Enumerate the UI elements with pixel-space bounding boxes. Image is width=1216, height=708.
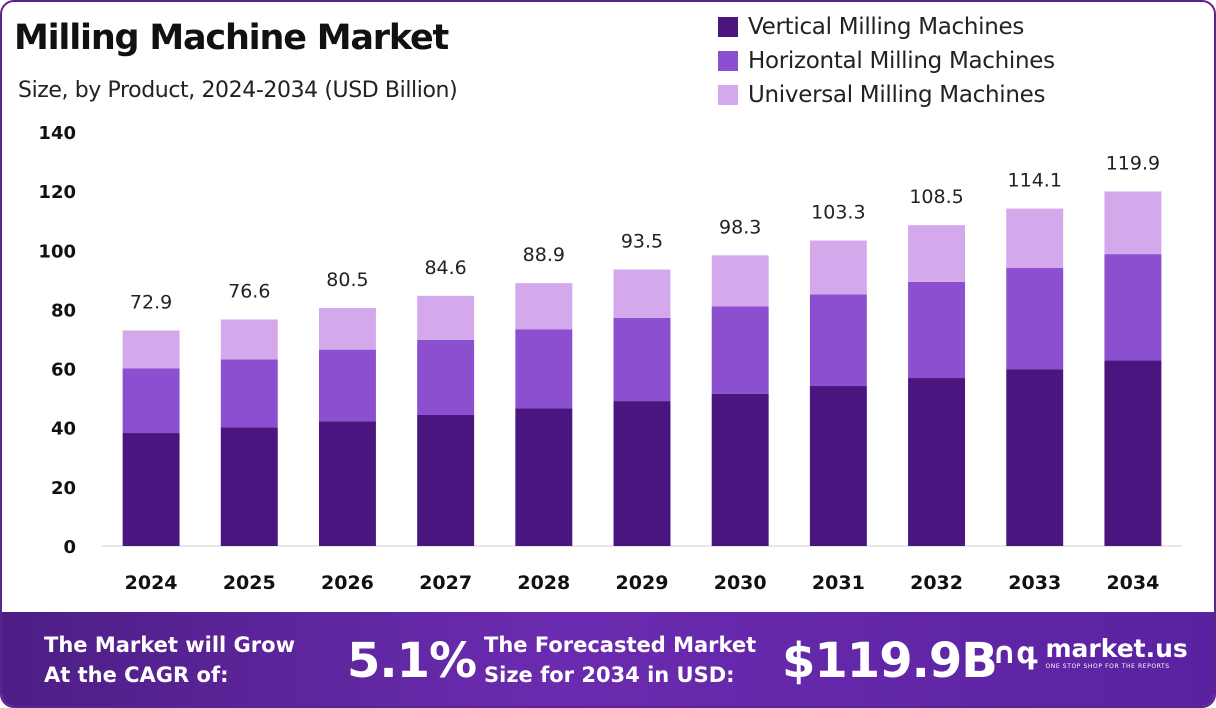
bar-segment-horizontal xyxy=(515,329,573,409)
y-tick-label: 40 xyxy=(51,419,76,440)
bar-segment-horizontal xyxy=(1006,268,1064,370)
y-tick-label: 60 xyxy=(51,360,76,381)
bar-total-label: 80.5 xyxy=(326,269,368,291)
x-tick-label: 2033 xyxy=(1008,572,1061,594)
chart-title: Milling Machine Market xyxy=(14,18,449,58)
bar-segment-vertical xyxy=(809,386,867,546)
x-tick-label: 2027 xyxy=(419,572,472,594)
bar-total-label: 72.9 xyxy=(130,291,172,313)
bar-total-label: 98.3 xyxy=(719,216,761,238)
bar-segment-universal xyxy=(122,330,180,369)
legend-item-universal: Universal Milling Machines xyxy=(718,78,1055,112)
footer-banner: The Market will Grow At the CAGR of: 5.1… xyxy=(2,612,1214,706)
bar-segment-vertical xyxy=(1104,360,1162,546)
forecast-label-line2: Size for 2034 in USD: xyxy=(484,663,735,687)
bar-segment-universal xyxy=(1006,208,1064,269)
market-us-logo-icon: ∩գ xyxy=(992,636,1038,671)
bar-segment-vertical xyxy=(318,421,376,546)
brand-text: market.us ONE STOP SHOP FOR THE REPORTS xyxy=(1045,636,1187,672)
bar-segment-horizontal xyxy=(220,359,278,428)
legend-swatch-universal xyxy=(718,85,738,105)
forecast-label-line1: The Forecasted Market xyxy=(484,633,757,657)
x-tick-label: 2030 xyxy=(714,572,767,594)
bar-segment-universal xyxy=(318,307,376,350)
y-tick-label: 140 xyxy=(38,123,76,144)
x-tick-label: 2032 xyxy=(910,572,963,594)
bar-segment-universal xyxy=(417,295,475,340)
bar-total-label: 88.9 xyxy=(523,244,565,266)
bar-total-label: 84.6 xyxy=(424,257,466,279)
bar-segment-horizontal xyxy=(122,368,180,434)
legend-label-horizontal: Horizontal Milling Machines xyxy=(748,48,1055,74)
bar-segment-universal xyxy=(809,240,867,295)
bar-segment-horizontal xyxy=(417,339,475,415)
cagr-value: 5.1% xyxy=(347,633,477,689)
bar-segment-horizontal xyxy=(318,349,376,422)
bar-segment-horizontal xyxy=(908,281,966,379)
bar-segment-vertical xyxy=(122,433,180,546)
bar-segment-horizontal xyxy=(613,318,671,402)
bar-total-label: 76.6 xyxy=(228,280,270,302)
bar-total-label: 103.3 xyxy=(811,202,865,224)
y-tick-label: 80 xyxy=(51,300,76,321)
legend-item-vertical: Vertical Milling Machines xyxy=(718,10,1055,44)
bar-segment-universal xyxy=(711,255,769,307)
bar-total-label: 93.5 xyxy=(621,231,663,253)
bar-segment-universal xyxy=(613,269,671,319)
x-tick-label: 2026 xyxy=(321,572,374,594)
x-tick-label: 2034 xyxy=(1106,572,1159,594)
bar-segment-vertical xyxy=(908,378,966,546)
stacked-bar-chart: 0 20 40 60 80 100 120 140 72.9 2024 76.6 2025 80.5 20… xyxy=(38,123,1182,594)
cagr-label-line1: The Market will Grow xyxy=(44,633,295,657)
forecast-label: The Forecasted Market Size for 2034 in U… xyxy=(484,630,756,690)
brand-tagline: ONE STOP SHOP FOR THE REPORTS xyxy=(1045,663,1170,670)
bar-segment-universal xyxy=(220,319,278,360)
legend-item-horizontal: Horizontal Milling Machines xyxy=(718,44,1055,78)
bar-segment-universal xyxy=(908,225,966,282)
bar-segment-vertical xyxy=(220,427,278,546)
brand-name: market.us xyxy=(1045,634,1188,663)
bar-segment-vertical xyxy=(515,408,573,546)
bar-segment-horizontal xyxy=(711,306,769,394)
bar-segment-vertical xyxy=(613,401,671,546)
y-tick-label: 100 xyxy=(38,241,76,262)
legend-label-universal: Universal Milling Machines xyxy=(748,82,1046,108)
y-tick-label: 120 xyxy=(38,182,76,203)
bar-segment-vertical xyxy=(1006,369,1064,546)
cagr-label-line2: At the CAGR of: xyxy=(44,663,229,687)
legend-label-vertical: Vertical Milling Machines xyxy=(748,14,1025,40)
bar-segment-universal xyxy=(1104,191,1162,255)
bar-total-label: 114.1 xyxy=(1008,170,1062,192)
y-tick-label: 0 xyxy=(63,537,76,558)
cagr-label: The Market will Grow At the CAGR of: xyxy=(44,630,295,690)
forecast-value: $119.9B xyxy=(782,633,998,689)
bar-total-label: 108.5 xyxy=(909,186,963,208)
bar-segment-horizontal xyxy=(1104,254,1162,361)
x-tick-label: 2028 xyxy=(517,572,570,594)
x-tick-label: 2031 xyxy=(812,572,865,594)
x-tick-label: 2024 xyxy=(125,572,178,594)
x-tick-label: 2029 xyxy=(616,572,669,594)
legend: Vertical Milling Machines Horizontal Mil… xyxy=(718,10,1055,112)
x-tick-label: 2025 xyxy=(223,572,276,594)
y-tick-label: 20 xyxy=(51,478,76,499)
bar-total-label: 119.9 xyxy=(1106,152,1160,174)
legend-swatch-horizontal xyxy=(718,51,738,71)
brand-logo: ∩գ market.us ONE STOP SHOP FOR THE REPOR… xyxy=(992,636,1188,672)
chart-subtitle: Size, by Product, 2024-2034 (USD Billion… xyxy=(18,78,458,103)
bar-segment-vertical xyxy=(417,414,475,546)
bar-segment-universal xyxy=(515,283,573,330)
bar-segment-vertical xyxy=(711,393,769,546)
legend-swatch-vertical xyxy=(718,17,738,37)
bar-segment-horizontal xyxy=(809,294,867,387)
